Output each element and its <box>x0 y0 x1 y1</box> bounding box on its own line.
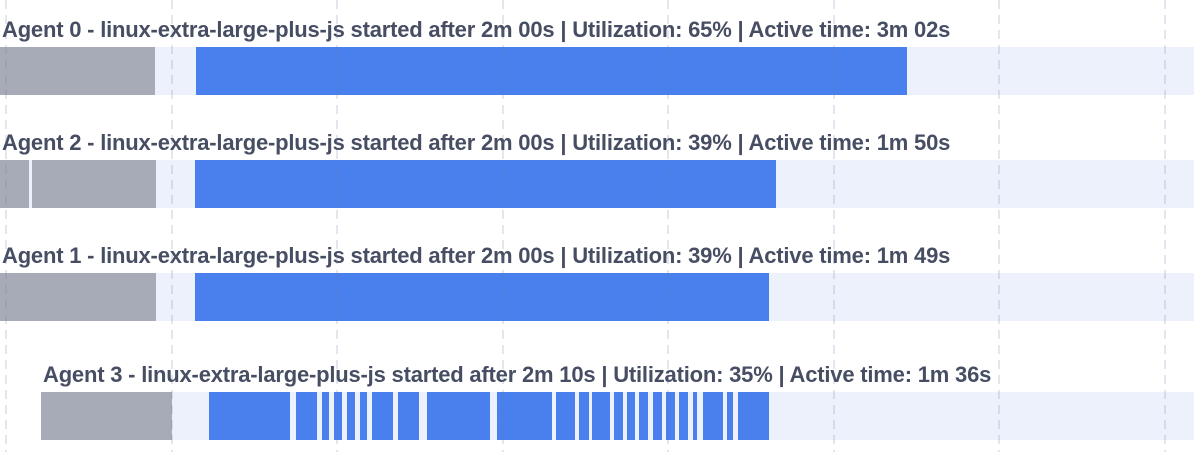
agent-row-2: Agent 1 - linux-extra-large-plus-js star… <box>0 226 1194 339</box>
agent-row-3: Agent 3 - linux-extra-large-plus-js star… <box>0 339 1194 452</box>
bar-segment-blue <box>627 392 635 440</box>
agent-timeline-bar <box>0 273 1194 321</box>
bar-segment-blue <box>196 47 907 95</box>
bar-segment-blue <box>727 392 733 440</box>
bar-segment-blue <box>591 392 610 440</box>
bar-segment-blue <box>693 392 697 440</box>
bar-segment-blue <box>194 273 769 321</box>
bar-segment-blue <box>703 392 723 440</box>
bar-segment-blue <box>334 392 342 440</box>
bar-segment-blue <box>295 392 317 440</box>
bar-segment-gray <box>41 392 172 440</box>
agent-timeline-bar <box>0 160 1194 208</box>
bar-segment-blue <box>347 392 355 440</box>
bar-segment-blue <box>614 392 623 440</box>
bar-segment-blue <box>579 392 589 440</box>
agent-row-1: Agent 2 - linux-extra-large-plus-js star… <box>0 113 1194 226</box>
bar-segment-blue <box>426 392 490 440</box>
bar-segment-blue <box>556 392 575 440</box>
bar-segment-blue <box>738 392 769 440</box>
bar-segment-blue <box>497 392 552 440</box>
bar-segment-gray <box>0 160 29 208</box>
bar-segment-blue <box>322 392 329 440</box>
bar-segment-blue <box>666 392 675 440</box>
bar-segment-blue <box>194 160 776 208</box>
bar-segment-gray <box>0 47 155 95</box>
agent-row-0: Agent 0 - linux-extra-large-plus-js star… <box>0 0 1194 113</box>
bar-segment-gray <box>32 160 156 208</box>
agent-timeline-bar <box>0 392 1194 440</box>
bar-segment-blue <box>653 392 662 440</box>
bar-segment-gray <box>0 273 156 321</box>
bar-segment-blue <box>209 392 290 440</box>
bar-segment-blue <box>398 392 419 440</box>
bar-segment-blue <box>679 392 688 440</box>
agent-row-label: Agent 0 - linux-extra-large-plus-js star… <box>2 17 951 42</box>
agent-row-label: Agent 3 - linux-extra-large-plus-js star… <box>43 362 992 387</box>
bar-segment-blue <box>372 392 393 440</box>
agent-row-label: Agent 1 - linux-extra-large-plus-js star… <box>2 243 951 268</box>
agent-timeline-bar <box>0 47 1194 95</box>
bar-segment-blue <box>360 392 367 440</box>
bar-segment-blue <box>639 392 648 440</box>
agent-row-label: Agent 2 - linux-extra-large-plus-js star… <box>2 130 951 155</box>
